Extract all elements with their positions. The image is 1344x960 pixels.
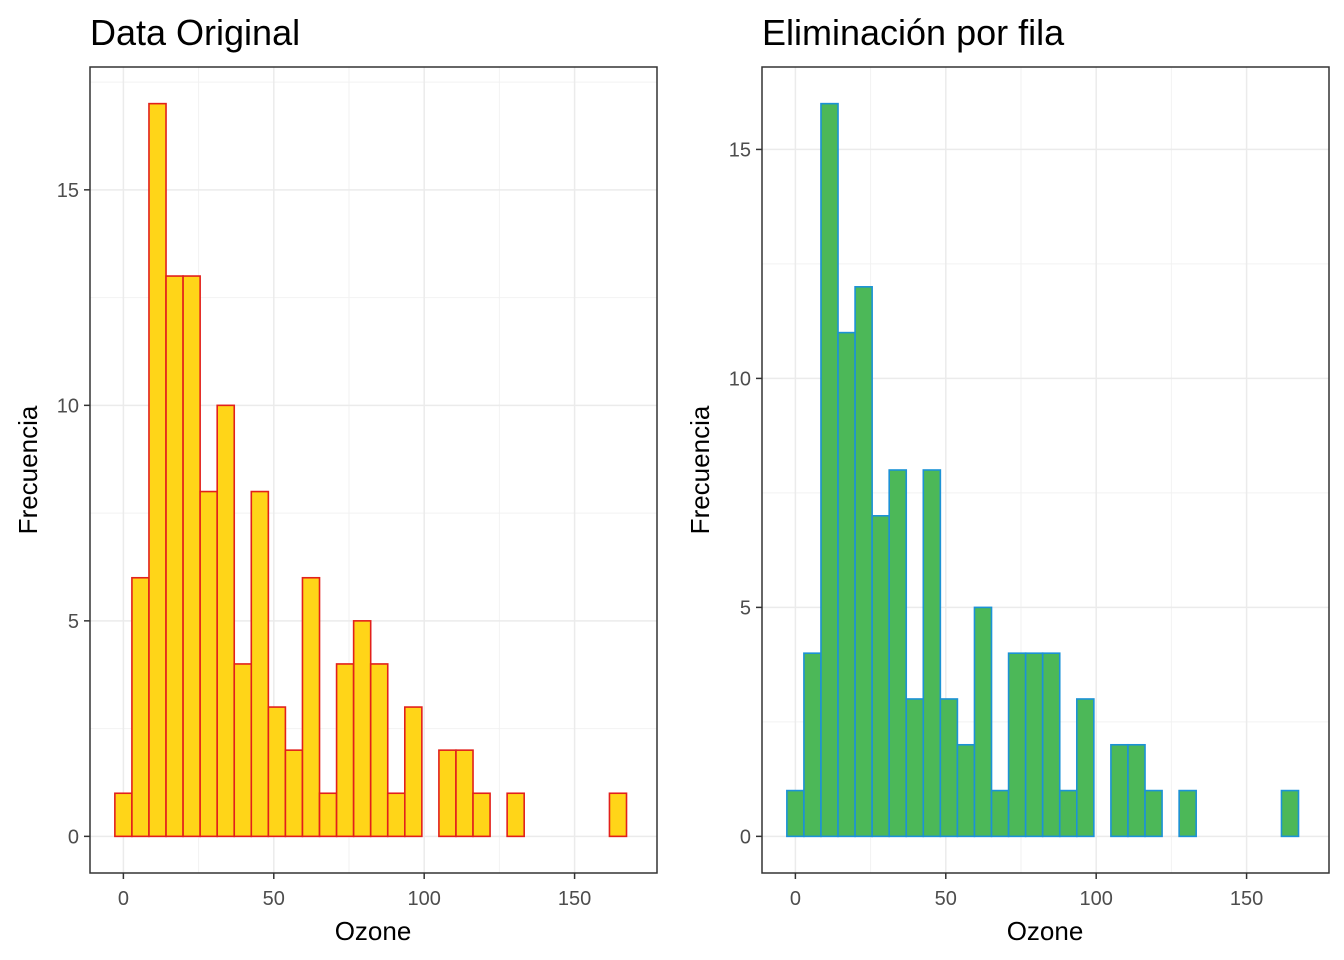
y-tick-label: 15 — [57, 180, 79, 202]
histogram-bar — [922, 469, 942, 838]
histogram-bar — [369, 663, 389, 838]
histogram-bar — [973, 606, 993, 838]
y-axis-title: Frecuencia — [685, 405, 715, 534]
histogram-bar — [905, 698, 925, 838]
histogram-bar — [786, 789, 805, 838]
ticks: 0 50 100 150 0 5 10 15 — [729, 139, 1264, 910]
y-tick-label: 5 — [68, 611, 79, 633]
histogram-bar — [148, 102, 167, 838]
histogram-bar — [472, 792, 491, 838]
y-axis-title: Frecuencia — [13, 405, 43, 534]
histogram-bar — [216, 404, 236, 838]
x-axis-title: Ozone — [1007, 916, 1084, 946]
plot-border — [89, 66, 658, 874]
histogram-bar — [1127, 743, 1146, 838]
histogram-bar — [871, 514, 890, 838]
histogram-bar — [267, 706, 287, 838]
panel-eliminacion-por-fila: Eliminación por fila 0 50 100 150 0 5 10 15 Ozo… — [685, 12, 1330, 946]
histogram-bar — [1110, 743, 1129, 838]
bars — [786, 102, 1300, 838]
histogram-bar — [990, 789, 1010, 838]
histogram-bar — [233, 663, 253, 838]
x-tick-label: 150 — [1230, 888, 1263, 910]
histogram-bar — [939, 698, 959, 838]
x-tick-label: 100 — [407, 888, 440, 910]
histogram-bar — [820, 102, 839, 838]
histogram-bar — [1024, 652, 1044, 838]
histogram-bar — [1144, 789, 1163, 838]
histogram-bar — [199, 490, 218, 838]
histogram-bar — [1058, 789, 1078, 838]
x-tick-label: 100 — [1079, 888, 1112, 910]
histogram-bar — [1280, 789, 1300, 838]
histogram-bar — [1178, 789, 1197, 838]
histogram-bar — [352, 620, 372, 838]
x-tick-label: 150 — [558, 888, 591, 910]
x-tick-label: 0 — [790, 888, 801, 910]
bars — [114, 102, 628, 838]
histogram-bar — [506, 792, 525, 838]
histogram-bar — [182, 275, 201, 838]
y-tick-label: 5 — [740, 597, 751, 619]
histogram-bar — [1075, 698, 1095, 838]
histogram-bar — [854, 286, 873, 838]
y-tick-label: 10 — [57, 395, 79, 417]
y-tick-label: 15 — [729, 139, 751, 161]
histogram-bar — [165, 275, 184, 838]
histogram-bar — [301, 576, 321, 838]
chart-title: Eliminación por fila — [762, 12, 1065, 53]
histogram-bar — [114, 792, 133, 838]
histogram-bar — [803, 652, 822, 838]
histogram-bar — [284, 749, 304, 838]
histogram-bar — [386, 792, 406, 838]
histogram-bar — [438, 749, 457, 838]
ticks: 0 50 100 150 0 5 10 15 — [57, 180, 592, 910]
histogram-bar — [335, 663, 355, 838]
x-tick-label: 50 — [935, 888, 957, 910]
histogram-bar — [1007, 652, 1027, 838]
x-axis-title: Ozone — [335, 916, 412, 946]
plot-border — [761, 66, 1330, 874]
y-tick-label: 0 — [740, 826, 751, 848]
x-tick-label: 0 — [118, 888, 129, 910]
histogram-bar — [250, 490, 270, 838]
histogram-bar — [608, 792, 628, 838]
histogram-bar — [888, 469, 908, 838]
histogram-bar — [403, 706, 423, 838]
grid — [90, 67, 657, 873]
histogram-bar — [956, 743, 976, 838]
histogram-bar — [837, 331, 856, 838]
histogram-bar — [455, 749, 474, 838]
x-tick-label: 50 — [263, 888, 285, 910]
histogram-bar — [131, 576, 150, 838]
chart-title: Data Original — [90, 12, 300, 53]
y-tick-label: 0 — [68, 826, 79, 848]
panel-data-original: Data Original 0 50 100 150 0 5 10 15 Ozone Frec… — [13, 12, 658, 946]
y-tick-label: 10 — [729, 368, 751, 390]
histogram-bar — [1041, 652, 1061, 838]
histogram-bar — [318, 792, 338, 838]
